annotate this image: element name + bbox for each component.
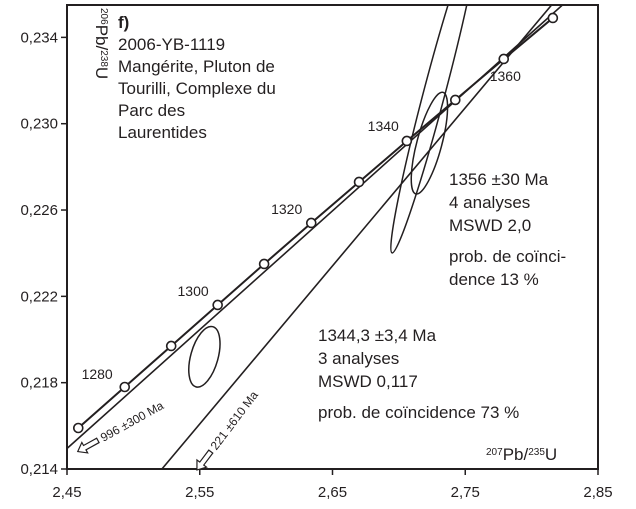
y-axis-label: 206Pb/238U: [92, 8, 111, 79]
concordia-age-marker: [353, 176, 365, 188]
annotation-2-line-1: 1344,3 ±3,4 Ma: [318, 326, 437, 345]
x-tick-label: 2,75: [451, 484, 480, 501]
concordia-age-marker: [449, 94, 461, 106]
discordia-line: [161, 5, 553, 469]
x-tick-label: 2,55: [185, 484, 214, 501]
sample-line-4: Parc des: [118, 101, 185, 120]
y-tick-label: 0,230: [20, 116, 58, 133]
annotation-1-line-1: 1356 ±30 Ma: [449, 170, 549, 189]
discordia-label-996: 996 ±300 Ma: [76, 398, 166, 454]
error-ellipses: [188, 5, 480, 388]
concordia-age-labels: 1280 1300 1320 1340 1360: [82, 68, 522, 382]
discordia-label-text: 996 ±300 Ma: [98, 398, 166, 444]
axis-ticks: 2,45 2,55 2,65 2,75 2,85 0,214 0,218 0,222 0,226…: [20, 29, 612, 501]
x-tick-label: 2,45: [52, 484, 81, 501]
x-tick-label: 2,85: [583, 484, 612, 501]
sample-line-2: Mangérite, Pluton de: [118, 57, 275, 76]
annotation-2-line-3: MSWD 0,117: [318, 372, 418, 391]
concordia-age-label: 1340: [368, 118, 399, 134]
discordia-label-221: 221 ±610 Ma: [196, 388, 261, 471]
x-tick-label: 2,65: [318, 484, 347, 501]
arrow-left-icon: [196, 449, 214, 471]
concordia-age-marker: [498, 53, 510, 65]
concordia-age-marker: [72, 422, 84, 434]
sample-line-3: Tourilli, Complexe du: [118, 79, 276, 98]
arrow-left-icon: [76, 437, 100, 454]
annotation-1-line-4: prob. de coïnci-: [449, 247, 566, 266]
sample-line-5: Laurentides: [118, 123, 207, 142]
panel-label: f): [118, 13, 129, 32]
concordia-age-marker: [401, 135, 413, 147]
concordia-age-marker: [305, 217, 317, 229]
sample-line-1: 2006-YB-1119: [118, 35, 225, 54]
y-tick-label: 0,218: [20, 375, 58, 392]
concordia-age-marker: [258, 258, 270, 270]
error-ellipse: [188, 325, 221, 388]
concordia-age-label: 1280: [82, 366, 113, 382]
concordia-age-label: 1300: [178, 283, 209, 299]
annotation-1-line-5: dence 13 %: [449, 270, 539, 289]
concordia-age-marker: [547, 12, 559, 24]
concordia-age-label: 1320: [271, 201, 302, 217]
x-axis-label: 207Pb/235U: [486, 445, 557, 464]
concordia-age-marker: [165, 340, 177, 352]
annotation-2-line-2: 3 analyses: [318, 349, 399, 368]
y-tick-label: 0,222: [20, 288, 58, 305]
y-tick-label: 0,234: [20, 29, 58, 46]
annotation-1-line-2: 4 analyses: [449, 193, 530, 212]
y-tick-label: 0,214: [20, 461, 58, 478]
concordia-age-label: 1360: [490, 68, 521, 84]
discordia-label-text: 221 ±610 Ma: [208, 388, 261, 453]
y-tick-label: 0,226: [20, 202, 58, 219]
error-ellipse: [390, 5, 480, 254]
annotation-2-line-4: prob. de coïncidence 73 %: [318, 403, 519, 422]
concordia-age-marker: [119, 381, 131, 393]
concordia-curve: [72, 12, 559, 434]
concordia-age-marker: [212, 299, 223, 311]
annotation-1-line-3: MSWD 2,0: [449, 216, 531, 235]
